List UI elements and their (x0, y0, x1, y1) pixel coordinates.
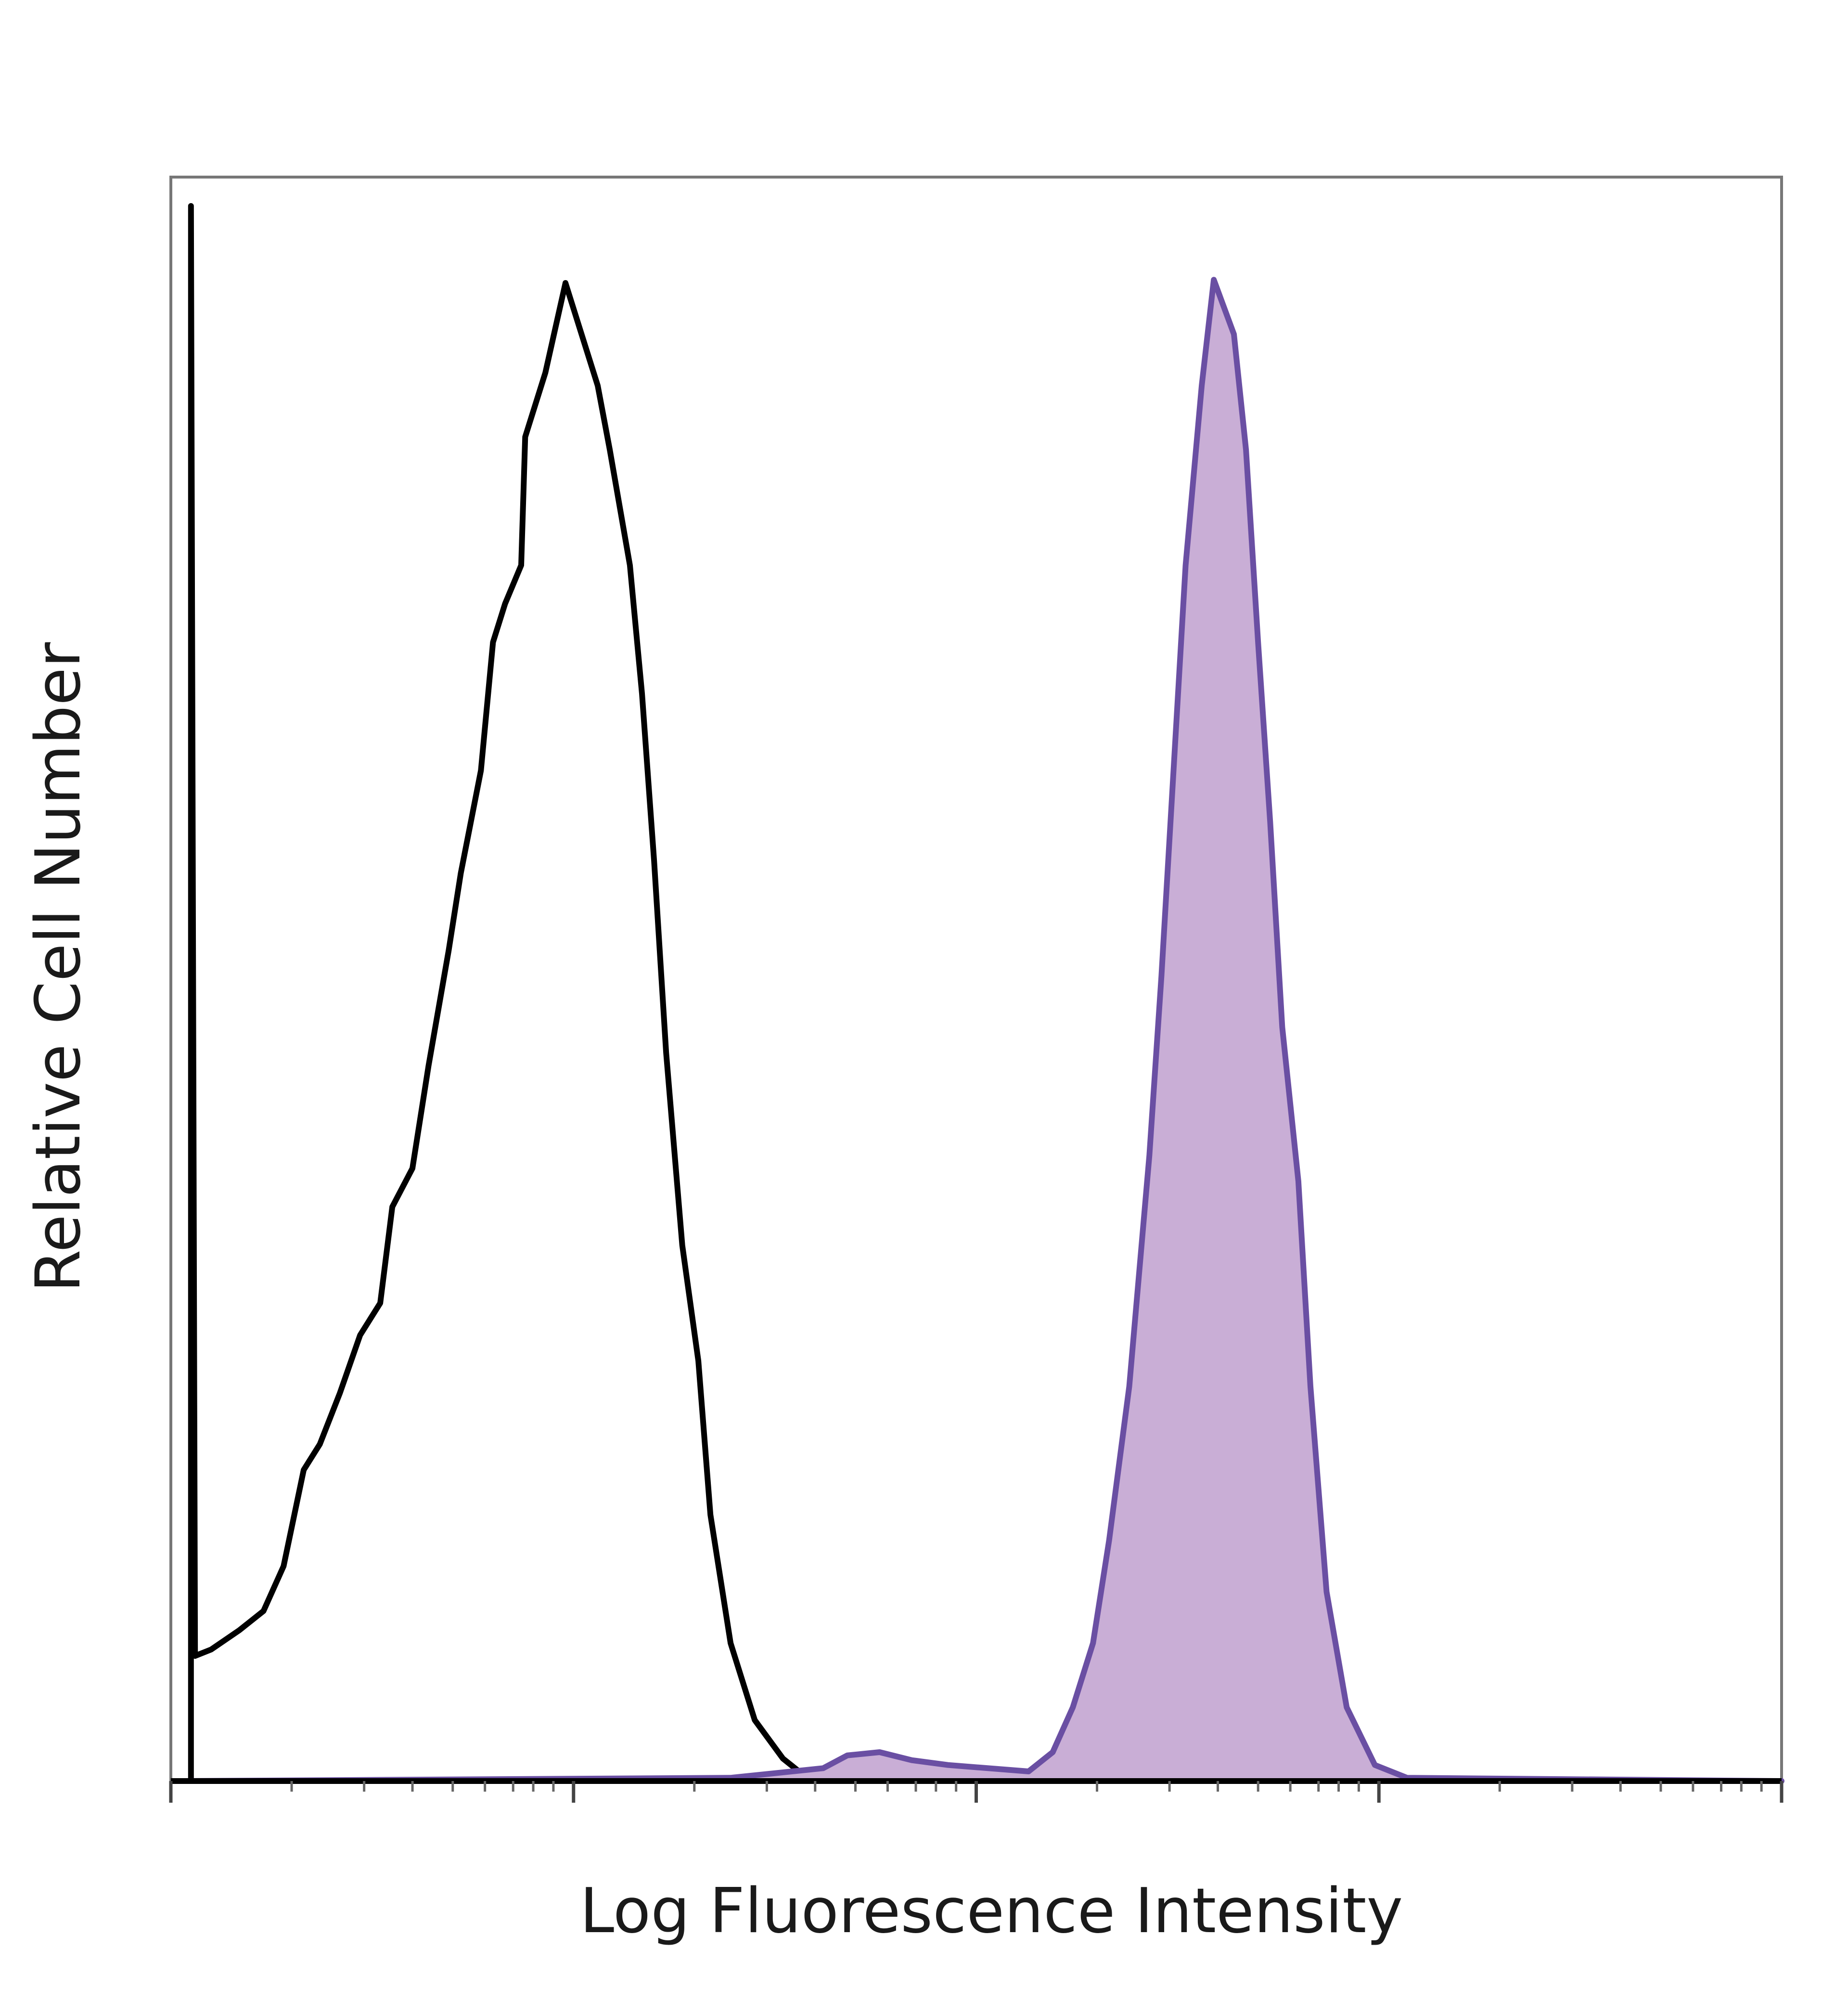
filled-histogram (176, 277, 1784, 1784)
histogram-line (188, 203, 1782, 1784)
y-axis-label: Relative Cell Number (23, 642, 94, 1292)
plot-frame (169, 176, 1783, 1782)
x-axis-label: Log Fluorescence Intensity (580, 1875, 1403, 1947)
